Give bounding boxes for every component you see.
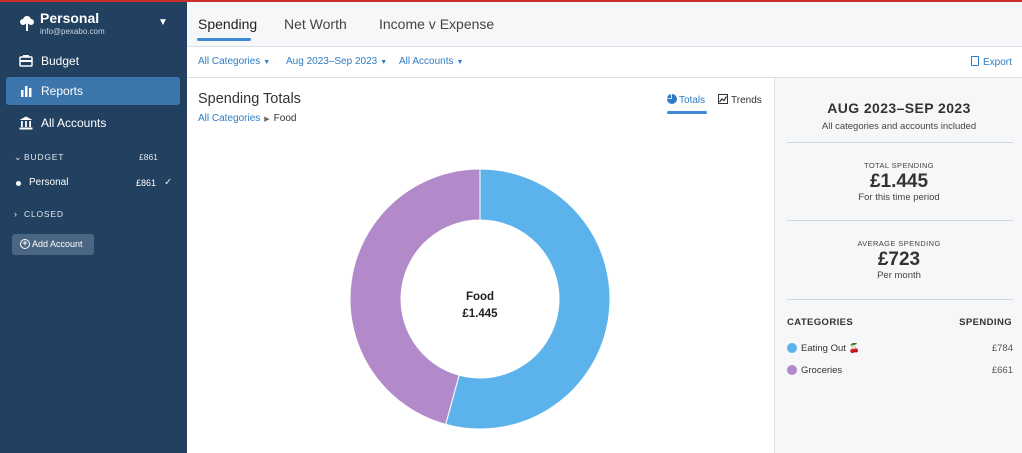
donut-slice-eating-out[interactable] — [445, 168, 611, 430]
view-totals-label: Totals — [679, 95, 706, 106]
budget-switcher[interactable]: Personal info@pexabo.com ▼ — [0, 2, 187, 46]
donut-center-label: Food — [465, 291, 495, 303]
group-budget-amount: £861 — [139, 152, 158, 162]
user-email: info@pexabo.com — [40, 27, 105, 36]
cherries-icon: 🍒 — [848, 343, 861, 353]
budget-icon — [19, 55, 33, 67]
average-spending-sub: Per month — [877, 270, 921, 281]
average-spending-value: £723 — [877, 249, 921, 270]
sidebar: Personal info@pexabo.com ▼ Budget Report… — [0, 2, 187, 453]
checkmark-icon: ✓ — [164, 177, 173, 188]
nav-all-accounts-label: All Accounts — [41, 116, 107, 130]
active-tab-indicator — [197, 38, 251, 41]
category-amount: £784 — [991, 343, 1013, 354]
bar-chart-icon — [21, 86, 32, 97]
account-filter[interactable]: All Accounts ▼ — [399, 56, 463, 67]
category-name: Eating Out 🍒 — [801, 343, 860, 354]
donut-center-value: £1.445 — [462, 308, 498, 320]
report-tabs: Spending Net Worth Income v Expense — [187, 2, 1022, 47]
account-dot-icon — [16, 181, 21, 186]
group-budget[interactable]: ⌄ BUDGET — [14, 152, 64, 163]
filter-bar: All Categories ▼ Aug 2023–Sep 2023 ▼ All A… — [187, 47, 1022, 78]
categories-column-header: CATEGORIES — [787, 317, 854, 328]
top-accent-line — [0, 0, 1022, 2]
nav-budget[interactable]: Budget — [6, 47, 180, 75]
view-trends-label: Trends — [731, 95, 762, 106]
chevron-down-icon: ⌄ — [14, 152, 23, 162]
account-row-personal[interactable]: Personal £861 ✓ — [14, 176, 179, 192]
category-row-eating-out[interactable]: Eating Out 🍒 £784 — [787, 340, 1013, 356]
breadcrumb: All Categories ▶ Food — [198, 113, 296, 124]
summary-period-sub: All categories and accounts included — [821, 121, 977, 132]
bank-icon — [19, 116, 33, 130]
category-name: Groceries — [801, 365, 843, 376]
caret-down-icon: ▼ — [263, 59, 271, 66]
account-amount: £861 — [136, 178, 157, 188]
summary-period: AUG 2023–SEP 2023 — [827, 100, 971, 116]
summary-panel: AUG 2023–SEP 2023 All categories and acc… — [774, 78, 1022, 453]
caret-down-icon: ▼ — [456, 59, 464, 66]
account-filter-label: All Accounts — [399, 56, 454, 67]
plus-circle-icon: + — [20, 239, 30, 249]
breadcrumb-root[interactable]: All Categories — [198, 113, 261, 124]
category-filter[interactable]: All Categories ▼ — [198, 56, 270, 67]
spending-donut-chart[interactable] — [349, 168, 611, 430]
caret-down-icon: ▼ — [380, 59, 388, 66]
breadcrumb-separator-icon: ▶ — [264, 116, 270, 123]
group-closed[interactable]: › CLOSED — [14, 209, 64, 219]
date-range-label: Aug 2023–Sep 2023 — [286, 56, 378, 67]
nav-reports-label: Reports — [41, 84, 84, 98]
group-closed-label: CLOSED — [24, 209, 64, 219]
total-spending-label: TOTAL SPENDING — [863, 161, 935, 170]
category-name-text: Eating Out — [801, 343, 846, 354]
nav-all-accounts[interactable]: All Accounts — [6, 109, 180, 137]
view-totals-tab[interactable]: Totals — [667, 94, 705, 106]
category-row-groceries[interactable]: Groceries £661 — [787, 362, 1013, 378]
category-color-dot — [787, 365, 797, 375]
divider — [787, 220, 1013, 221]
export-button[interactable]: Export — [971, 56, 1012, 68]
category-color-dot — [787, 343, 797, 353]
average-spending-label: AVERAGE SPENDING — [857, 239, 941, 248]
chevron-right-icon: › — [14, 209, 18, 219]
total-spending-sub: For this time period — [858, 192, 940, 203]
nav-budget-label: Budget — [41, 54, 80, 68]
document-icon — [971, 56, 979, 66]
tree-icon — [20, 16, 34, 31]
export-label: Export — [983, 57, 1012, 68]
spending-column-header: SPENDING — [959, 317, 1012, 328]
tab-spending[interactable]: Spending — [198, 16, 258, 32]
divider — [787, 299, 1013, 300]
view-trends-tab[interactable]: Trends — [718, 94, 762, 106]
donut-slice-groceries[interactable] — [349, 168, 481, 425]
chart-panel: Spending Totals All Categories ▶ Food Tota… — [187, 78, 774, 453]
nav-reports[interactable]: Reports — [6, 77, 180, 105]
breadcrumb-current: Food — [273, 113, 297, 124]
active-view-indicator — [667, 111, 707, 114]
account-name: Personal — [29, 177, 69, 188]
budget-name: Personal — [40, 10, 100, 26]
caret-down-icon[interactable]: ▼ — [158, 17, 168, 28]
page-title: Spending Totals — [198, 91, 301, 107]
trend-chart-icon — [718, 94, 728, 104]
divider — [787, 142, 1013, 143]
total-spending-value: £1.445 — [869, 171, 929, 192]
category-filter-label: All Categories — [198, 56, 261, 67]
date-range-filter[interactable]: Aug 2023–Sep 2023 ▼ — [286, 56, 387, 67]
add-account-label: Add Account — [32, 239, 83, 249]
tab-net-worth[interactable]: Net Worth — [284, 16, 347, 32]
tab-income-v-expense[interactable]: Income v Expense — [379, 16, 495, 32]
category-amount: £661 — [991, 365, 1013, 376]
add-account-button[interactable]: + Add Account — [12, 234, 94, 255]
pie-chart-icon — [667, 94, 677, 104]
group-budget-label: BUDGET — [24, 152, 65, 162]
